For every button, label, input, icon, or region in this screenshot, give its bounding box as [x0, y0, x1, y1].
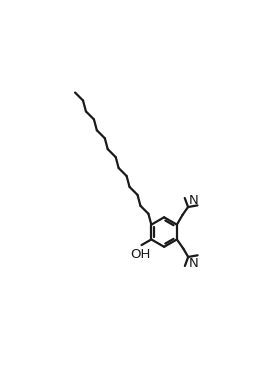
Text: N: N: [189, 257, 199, 271]
Text: OH: OH: [130, 248, 151, 261]
Text: N: N: [189, 193, 199, 207]
